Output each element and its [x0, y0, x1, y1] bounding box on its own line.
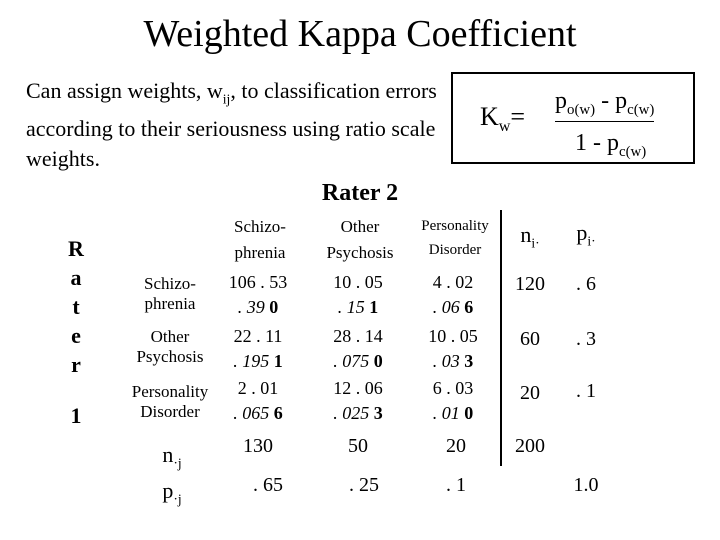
row-total-n: 60	[520, 328, 540, 350]
nj-label: n·j	[162, 442, 182, 471]
col-header-other-psychosis: Other Psychosis	[326, 217, 394, 262]
col-total-p: . 1	[446, 474, 466, 496]
table-cell: 10 . 05. 15 1	[333, 272, 383, 317]
pi-header: pi·	[576, 220, 596, 249]
table-cell: 28 . 14. 075 0	[333, 326, 383, 371]
col-total-n: 20	[446, 435, 466, 457]
formula-lhs: Kw=	[480, 102, 526, 136]
row-total-n: 20	[520, 382, 540, 404]
table-cell: 6 . 03. 01 0	[432, 378, 474, 423]
formula-numerator: po(w) - pc(w)	[555, 88, 655, 122]
rater1-heading: R a t e r 1	[68, 236, 84, 428]
col-total-n: 50	[348, 435, 368, 457]
row-total-p: . 1	[576, 380, 596, 402]
page-title: Weighted Kappa Coefficient	[143, 13, 577, 55]
row-label-personality-disorder: Personality Disorder	[131, 382, 209, 421]
grand-total: 200	[515, 435, 545, 457]
table-cell: 4 . 02. 06 6	[432, 272, 474, 317]
pj-label: p·j	[162, 478, 182, 507]
row-label-schizophrenia: Schizo-phrenia	[144, 274, 196, 313]
table-cell: 2 . 01. 065 6	[233, 378, 283, 423]
intro-text: Can assign weights, wij, to classificati…	[26, 78, 437, 172]
table-cell: 10 . 05. 03 3	[428, 326, 478, 371]
table-cell: 12 . 06. 025 3	[333, 378, 383, 423]
divider-line	[500, 210, 502, 466]
ni-header: ni·	[520, 222, 540, 251]
row-total-p: . 3	[576, 328, 596, 350]
formula-denominator: 1 - pc(w)	[575, 130, 647, 160]
col-total-p: . 65	[253, 474, 283, 496]
col-header-schizophrenia: Schizo-phrenia	[234, 217, 286, 262]
p-grand-total: 1.0	[573, 474, 599, 496]
table-cell: 22 . 11. 195 1	[233, 326, 283, 371]
rater2-heading: Rater 2	[321, 180, 399, 206]
col-header-personality-disorder: Personality Disorder	[421, 218, 489, 258]
col-total-p: . 25	[349, 474, 379, 496]
row-total-p: . 6	[576, 273, 596, 295]
col-total-n: 130	[243, 435, 273, 457]
table-cell: 106 . 53. 39 0	[228, 272, 288, 317]
row-label-other-psychosis: Other Psychosis	[136, 327, 204, 366]
formula-box	[451, 72, 695, 164]
row-total-n: 120	[515, 273, 545, 295]
